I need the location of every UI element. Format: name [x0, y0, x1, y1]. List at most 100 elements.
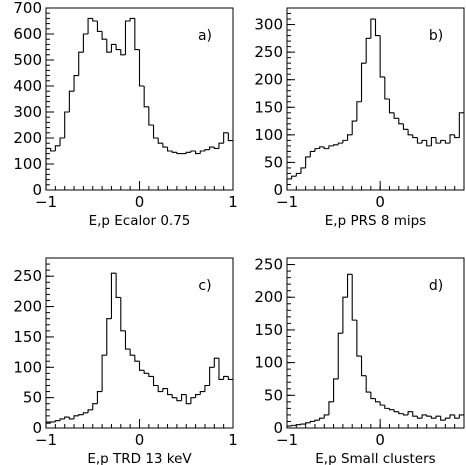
histogram-bin [435, 415, 441, 419]
histogram-bin [360, 62, 367, 102]
histogram-bin [407, 411, 413, 415]
histogram-bin [300, 423, 306, 425]
histogram-bin [78, 51, 84, 76]
histogram-bin [110, 43, 117, 53]
histogram-bin [73, 415, 79, 419]
y-tick-label: 100 [254, 354, 283, 372]
histogram-bin [82, 33, 89, 53]
histogram-bin [356, 101, 362, 122]
histogram-bin [286, 178, 292, 190]
histogram-bin [199, 150, 205, 154]
histogram-bin [444, 417, 451, 421]
histogram-bin [370, 392, 376, 400]
x-tick-label: 0 [375, 193, 385, 211]
histogram-bin [449, 414, 455, 419]
histogram-bin [314, 419, 320, 422]
histogram-bin [333, 144, 339, 146]
histogram-bin [393, 112, 399, 119]
histogram-bin [73, 75, 79, 92]
histogram-bin [157, 385, 163, 393]
histogram-bin [45, 147, 51, 190]
histogram-bin [449, 134, 455, 144]
histogram-bin [323, 146, 329, 150]
histogram-bin [64, 111, 70, 138]
histogram-bin [101, 31, 107, 40]
histogram-bin [59, 137, 65, 146]
histogram-bin [393, 409, 399, 413]
histogram-bin [430, 416, 437, 419]
y-tick-label: 50 [264, 153, 283, 171]
histogram-bin [454, 134, 460, 139]
y-tick-label: 200 [13, 298, 42, 316]
y-tick-label: 200 [254, 288, 283, 306]
histogram-bin [115, 273, 121, 299]
histogram-bin [426, 140, 432, 147]
x-axis-label: E,p TRD 13 keV [87, 451, 192, 465]
histogram-bin [171, 394, 177, 399]
histogram-bin [454, 414, 460, 419]
histogram-bin [138, 49, 145, 87]
histogram-bin [402, 123, 409, 130]
y-tick-label: 500 [13, 51, 42, 69]
histogram-bin [152, 125, 159, 139]
histogram-bin [295, 172, 301, 177]
histogram-bin [167, 388, 173, 396]
histogram-bin [374, 19, 381, 37]
histogram-bin [323, 414, 329, 419]
panel-label-c: c) [198, 278, 211, 294]
histogram-bin [162, 387, 168, 392]
histogram-bin [176, 397, 182, 402]
histogram-bin [402, 413, 409, 416]
histogram-bin [148, 106, 154, 126]
histogram-bin [87, 409, 93, 413]
histogram-bin [379, 401, 385, 406]
histogram-bin [64, 416, 70, 419]
histogram-bin [351, 120, 357, 135]
plot-frame [286, 7, 465, 191]
histogram-bin [384, 405, 390, 409]
histogram-bin [92, 403, 98, 410]
histogram-bin [96, 21, 103, 32]
histogram-bin [227, 132, 233, 142]
histogram-bin [204, 384, 210, 392]
histogram-bin [384, 76, 390, 100]
histogram-bin [305, 156, 311, 168]
x-tick-label: 1 [228, 431, 238, 449]
y-tick-label: 700 [13, 0, 42, 17]
histogram-bin [295, 424, 301, 426]
y-tick-label: 50 [23, 389, 42, 407]
histogram-bin [110, 272, 117, 319]
histogram-bin [337, 332, 343, 379]
histogram-bin [213, 147, 219, 149]
histogram-bin [223, 132, 229, 144]
y-tick-label: 0 [273, 419, 283, 437]
x-axis-label: E,p PRS 8 mips [325, 213, 426, 229]
histogram-bin [319, 146, 325, 149]
histogram-bin [101, 354, 107, 392]
histogram-bin [291, 175, 297, 179]
histogram-bin [167, 147, 173, 152]
histogram-bin [416, 416, 423, 419]
histogram-bin [218, 358, 224, 380]
histogram-bin [412, 411, 418, 417]
histogram-bin [92, 18, 98, 22]
histogram-bin [291, 424, 297, 427]
histogram-bin [190, 150, 196, 153]
y-tick-label: 0 [32, 181, 42, 199]
histogram-bin [319, 417, 325, 421]
histogram-bin [347, 134, 353, 141]
histogram-bin [300, 167, 306, 174]
y-tick-label: 250 [254, 43, 283, 61]
histogram-bin [115, 44, 121, 51]
histogram-bin [412, 134, 418, 139]
histogram-bin [45, 422, 51, 428]
histogram-bin [199, 391, 205, 395]
y-tick-label: 0 [273, 181, 283, 199]
histogram-bin [138, 361, 145, 371]
histogram-bin [209, 366, 215, 386]
histogram-bin [50, 421, 56, 424]
histogram-bin [337, 142, 343, 145]
